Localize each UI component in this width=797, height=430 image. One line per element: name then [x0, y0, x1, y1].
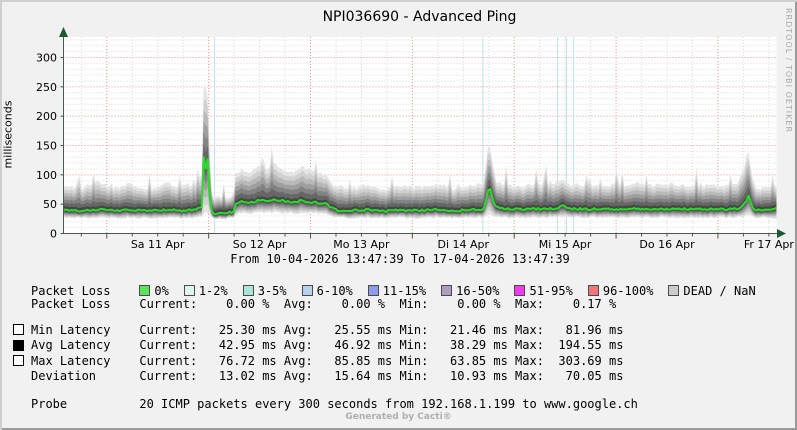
legend-swatch	[587, 285, 599, 296]
legend-item: 11-15%	[367, 283, 427, 298]
stat-row: Max Latency Current: 76.72 ms Avg: 85.85…	[13, 353, 623, 369]
legend-item: 96-100%	[587, 283, 654, 298]
packet-loss-legend: Packet Loss 0% 1-2% 3-5% 6-10% 11-15% 16-50% 5…	[13, 281, 771, 300]
series-color-box	[13, 355, 24, 367]
legend-item: 51-95%	[514, 283, 573, 298]
legend-swatch	[301, 285, 313, 296]
svg-text:Mo 13 Apr: Mo 13 Apr	[333, 238, 390, 251]
legend-item-label: 1-2%	[198, 283, 228, 298]
series-color-box	[13, 339, 24, 351]
latency-stats: Min Latency Current: 25.30 ms Avg: 25.55…	[13, 322, 623, 384]
legend-swatch	[139, 285, 151, 296]
legend-swatch	[668, 285, 680, 296]
legend-item: 0%	[139, 283, 169, 298]
stat-row-text: Max Latency Current: 76.72 ms Avg: 85.85…	[31, 353, 624, 368]
packet-loss-current-text: Packet Loss Current: 0.00 % Avg: 0.00 % …	[31, 297, 624, 311]
legend-item: 16-50%	[441, 284, 499, 298]
legend-swatch	[367, 285, 379, 296]
svg-text:100: 100	[36, 169, 57, 182]
legend-item-label: 6-10%	[316, 283, 353, 298]
stat-row-text: Avg Latency Current: 42.95 ms Avg: 46.92…	[31, 338, 624, 353]
legend-item: 6-10%	[301, 283, 353, 298]
legend-item-label: 0%	[154, 283, 169, 298]
stat-row: Deviation Current: 13.02 ms Avg: 15.64 m…	[13, 369, 623, 385]
legend-item: 1-2%	[183, 283, 228, 298]
legend-item-label: 96-100%	[602, 283, 654, 298]
legend-item-label: 11-15%	[382, 283, 427, 298]
cacti-footer: Generated by Cacti®	[345, 412, 452, 422]
svg-text:So 12 Apr: So 12 Apr	[233, 238, 287, 251]
svg-text:Fr 17 Apr: Fr 17 Apr	[744, 238, 795, 251]
legend-item-label: 16-50%	[456, 283, 500, 298]
svg-text:150: 150	[36, 140, 57, 153]
svg-text:250: 250	[36, 81, 57, 94]
legend-item: DEAD / NaN	[668, 283, 756, 298]
legend-swatch	[441, 285, 453, 296]
stat-row-text: Deviation Current: 13.02 ms Avg: 15.64 m…	[31, 369, 624, 384]
graph-title: NPI036690 - Advanced Ping	[322, 9, 517, 25]
svg-text:300: 300	[36, 52, 57, 65]
stat-row: Min Latency Current: 25.30 ms Avg: 25.55…	[13, 322, 623, 338]
legend-swatch	[183, 285, 195, 296]
svg-text:From 10-04-2026 13:47:39 To 17: From 10-04-2026 13:47:39 To 17-04-2026 1…	[230, 252, 570, 266]
svg-text:0: 0	[50, 228, 57, 241]
packet-loss-current-row: Packet Loss Current: 0.00 % Avg: 0.00 % …	[13, 297, 623, 311]
svg-text:50: 50	[43, 198, 57, 211]
legend-swatch	[514, 285, 526, 296]
legend-swatch	[242, 285, 254, 296]
ping-smoke-graph: 0 50 100 150 200 250 300 Sa 11 Apr So 12 Apr Mo 1…	[36, 27, 795, 266]
stat-row: Avg Latency Current: 42.95 ms Avg: 46.92…	[13, 338, 623, 354]
stat-row-text: Min Latency Current: 25.30 ms Avg: 25.55…	[31, 322, 624, 337]
legend-item-label: 51-95%	[529, 283, 573, 298]
svg-text:200: 200	[36, 110, 57, 123]
packet-loss-legend-label: Packet Loss	[31, 283, 140, 298]
legend-item-label: 3-5%	[257, 283, 287, 298]
legend-item: 3-5%	[242, 283, 287, 298]
probe-row: Probe 20 ICMP packets every 300 seconds …	[13, 397, 638, 411]
svg-text:Do 16 Apr: Do 16 Apr	[639, 238, 695, 251]
probe-text: Probe 20 ICMP packets every 300 seconds …	[31, 397, 638, 411]
packet-loss-legend-items: 0% 1-2% 3-5% 6-10% 11-15% 16-50% 51-95% 96-100%…	[139, 281, 770, 300]
series-color-box	[13, 324, 24, 336]
legend-item-label: DEAD / NaN	[683, 283, 756, 298]
svg-text:Di 14 Apr: Di 14 Apr	[438, 238, 490, 251]
svg-text:Mi 15 Apr: Mi 15 Apr	[539, 238, 592, 251]
rrdtool-watermark: RRDTOOL / TOBI OETIKER	[784, 8, 793, 134]
svg-text:Sa 11 Apr: Sa 11 Apr	[131, 238, 185, 251]
